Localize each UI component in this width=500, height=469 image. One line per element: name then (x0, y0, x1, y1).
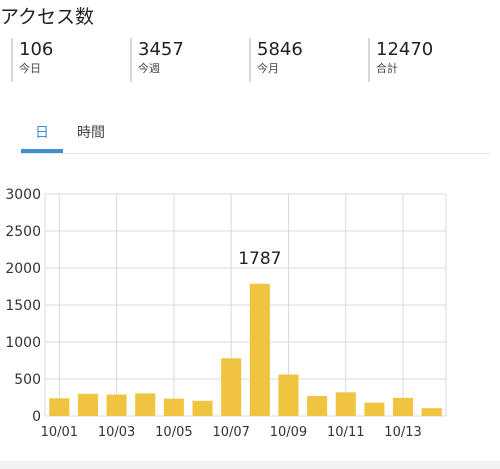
stat-value: 3457 (138, 39, 184, 60)
stat-label: 合計 (376, 62, 398, 75)
page-title: アクセス数 (0, 6, 95, 28)
bar (221, 358, 242, 416)
x-tick-label: 10/09 (270, 425, 307, 440)
stat-label: 今日 (19, 62, 41, 75)
x-tick-label: 10/07 (212, 425, 249, 440)
stat-value: 106 (19, 39, 54, 60)
x-tick-label: 10/01 (41, 425, 78, 440)
y-tick-label: 0 (32, 409, 41, 425)
stat-month: 5846 今月 (249, 38, 361, 82)
bottom-strip (0, 461, 500, 469)
bar (249, 283, 270, 416)
stat-today: 106 今日 (11, 38, 123, 82)
peak-value-label: 1787 (238, 249, 281, 269)
y-tick-label: 1500 (5, 298, 41, 314)
stat-value: 12470 (376, 39, 434, 60)
bar (335, 392, 356, 416)
y-tick-label: 500 (14, 372, 41, 388)
bar (163, 398, 184, 416)
x-tick-label: 10/05 (155, 425, 192, 440)
stat-total: 12470 合計 (368, 38, 480, 82)
stat-label: 今週 (138, 62, 160, 75)
bar (421, 408, 442, 416)
bar (135, 393, 156, 416)
bar (278, 374, 299, 416)
bar (106, 394, 127, 416)
stat-label: 今月 (257, 62, 279, 75)
bar-chart: 0 500 1000 1500 2000 2500 3000 10/01 10/03 10/05 1… (5, 187, 447, 440)
tab-hour[interactable]: 時間 (77, 125, 105, 141)
tab-day[interactable]: 日 (35, 125, 49, 141)
y-tick-label: 2000 (5, 261, 41, 277)
x-tick-label: 10/13 (384, 425, 421, 440)
bar (307, 396, 328, 416)
y-tick-label: 1000 (5, 335, 41, 351)
y-tick-label: 3000 (5, 187, 41, 203)
tab-bar: 日 時間 (0, 114, 500, 156)
bar (77, 393, 98, 416)
x-tick-label: 10/11 (327, 425, 364, 440)
bar (364, 402, 385, 416)
bar (393, 397, 414, 416)
tab-divider (21, 153, 490, 154)
stat-week: 3457 今週 (130, 38, 242, 82)
y-tick-label: 2500 (5, 224, 41, 240)
bar (49, 398, 70, 416)
stat-value: 5846 (257, 39, 303, 60)
bar (192, 400, 213, 416)
x-tick-label: 10/03 (98, 425, 135, 440)
stats-row: 106 今日 3457 今週 5846 今月 12470 合計 (11, 38, 491, 84)
active-tab-indicator (21, 149, 63, 153)
